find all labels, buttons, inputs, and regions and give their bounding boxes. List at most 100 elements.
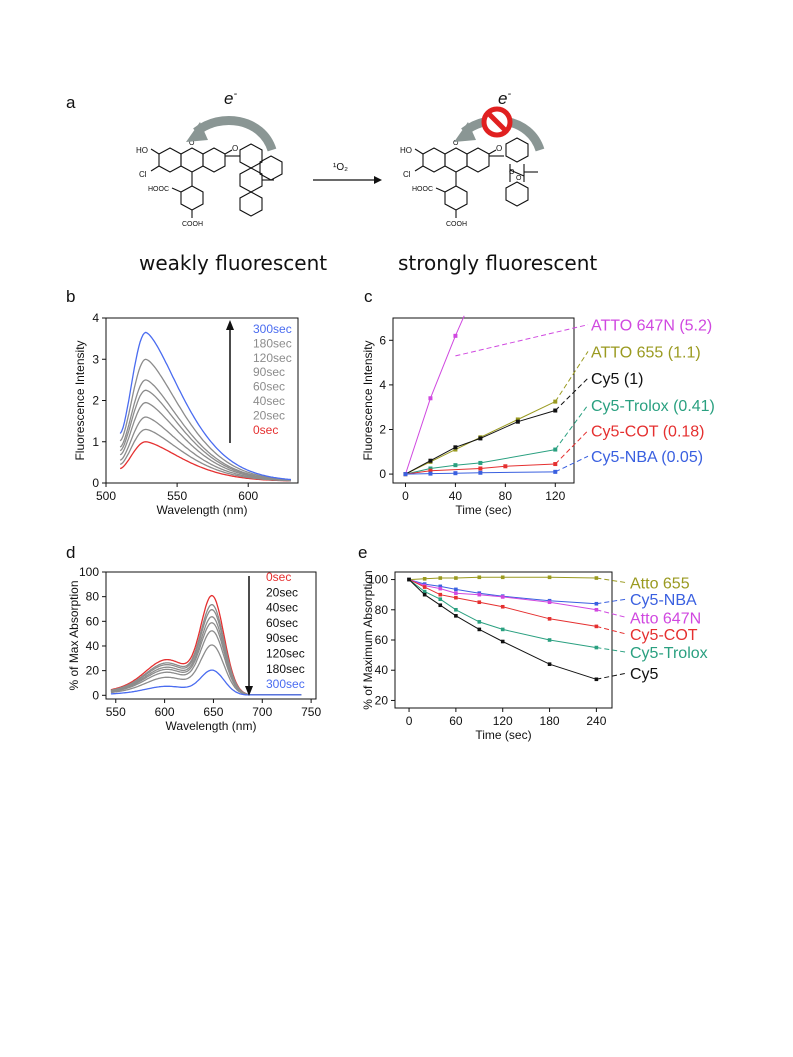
reagent-label: ¹O₂ [333,162,348,173]
chart-c-series-label: Cy5 (1) [591,371,643,388]
chart-d-legend-entry: 120sec [266,647,305,661]
chart-b-y-axis-label: Fluorescence Intensity [73,340,87,460]
chart-e-series-label: Atto 647N [630,610,701,627]
chart-e-data-point [438,603,443,608]
chart-e-data-point [477,627,482,632]
chart-e-series-line [408,579,597,611]
chart-c-x-tick-label: 120 [545,489,565,503]
panel-letter-b: b [66,287,76,306]
chart-e-y-tick-label: 100 [368,573,388,587]
chart-b-legend-entry: 60sec [253,380,285,394]
chart-e-leader-line [596,647,627,653]
chart-e-data-point [422,585,427,589]
chart-b-y-tick-label: 1 [92,435,99,449]
chart-e-leader-line [596,577,627,584]
panel-letter-d: d [66,543,76,562]
chart-c-data-point [428,468,433,473]
chart-c-series-line [405,401,556,475]
chart-b-legend-entry: 120sec [253,351,292,365]
atom-o-peroxide-2: O [516,175,522,182]
chart-e-data-point [422,592,427,597]
atom-ho-left: HO [136,146,148,155]
chart-e-leader-line [596,672,627,680]
chart-e-x-tick-label: 60 [449,714,463,728]
chart-d-series-line [110,669,302,696]
blocked-icon-slash [486,111,508,133]
electron-transfer-arrow-left [193,115,277,152]
atom-ho-right: HO [400,146,412,155]
chart-b-series-line [119,358,291,481]
chart-b-legend-entry: 300sec [253,322,292,336]
atom-hooc-right: HOOC [412,186,433,193]
chart-c-series-label: Cy5-COT (0.18) [591,424,705,441]
chart-c-y-tick-label: 6 [379,333,386,347]
chart-e-data-point [438,576,443,580]
chart-e-data-point [422,577,427,581]
chart-d-legend-entry: 60sec [266,616,298,630]
chart-c-data-point [453,463,458,468]
chart-e-data-point [500,639,505,644]
chart-c-data-point [453,333,458,338]
chart-c-data-point [503,464,508,469]
chart-e-data-point [454,595,458,600]
chart-d-x-axis-label: Wavelength (nm) [166,719,257,733]
chart-d-time-arrowhead [245,686,253,696]
panel-letter-a: a [66,93,76,112]
chart-b-y-tick-label: 3 [92,352,99,366]
arrowhead-left [186,122,208,142]
atom-o-left: O [189,140,195,147]
chart-c-leader-line [554,404,589,450]
caption-weakly-fluorescent: weakly fluorescent [139,251,328,275]
chart-c-x-tick-label: 80 [499,489,513,503]
chart-d-legend-entry: 90sec [266,631,298,645]
chart-e-x-tick-label: 240 [586,714,606,728]
reaction-scheme: HO Cl O O HOOC COOH e- ¹O₂ HO Cl O O HOO… [136,88,545,228]
chart-b-x-tick-label: 500 [96,489,116,503]
atom-cooh-left: COOH [182,221,203,228]
chart-d-y-tick-label: 60 [86,614,100,628]
chart-b-time-arrowhead [226,320,234,330]
chart-e-data-point [438,584,443,589]
chart-c-data-point [478,466,483,471]
chart-c-data-point [478,460,483,465]
panel-letter-c: c [364,287,373,306]
chart-b-x-axis-label: Wavelength (nm) [157,503,248,517]
chart-e-series-label: Atto 655 [630,576,690,593]
electron-label-left: e- [224,88,237,108]
chart-c-y-tick-label: 2 [379,422,386,436]
chart-e-data-point [477,600,482,605]
chart-e-y-tick-label: 20 [375,693,389,707]
chart-d-x-tick-label: 750 [301,705,321,719]
chart-c-data-point [515,419,520,424]
chart-b-legend-entry: 90sec [253,365,285,379]
chart-e-data-point [500,595,505,599]
chart-e-leader-line [596,609,627,618]
chart-e-data-point [438,597,443,601]
chart-b-legend-entry: 40sec [253,394,285,408]
chart-c-x-axis-label: Time (sec) [455,503,511,517]
chart-c-plot-frame [392,317,575,484]
chart-c-data-point [453,445,458,450]
chart-c-y-axis-label: Fluorescence Intensity [361,340,375,460]
chart-e-series-label: Cy5 [630,666,659,683]
chart-e-x-tick-label: 120 [493,714,513,728]
chart-b-x-tick-label: 600 [238,489,258,503]
chart-c-series-line [405,315,465,475]
chart-b-y-tick-label: 0 [92,476,99,490]
chart-c-data-point [403,472,408,477]
chart-c-series-label: Cy5-Trolox (0.41) [591,398,715,415]
atom-hooc-left: HOOC [148,186,169,193]
chart-d-x-tick-label: 550 [106,705,126,719]
chart-e-y-tick-label: 60 [375,633,389,647]
chart-d-legend-entry: 20sec [266,585,298,599]
chart-d-legend-entry: 180sec [266,662,305,676]
chart-c-data-point [453,447,458,452]
chart-e-data-point [500,627,505,632]
chart-b-legend-entry: 180sec [253,336,292,350]
chart-e-y-tick-label: 40 [375,663,389,677]
chart-e-data-point [422,589,427,594]
chart-e-y-tick-label: 80 [375,603,389,617]
chart-d-y-tick-label: 80 [86,590,100,604]
